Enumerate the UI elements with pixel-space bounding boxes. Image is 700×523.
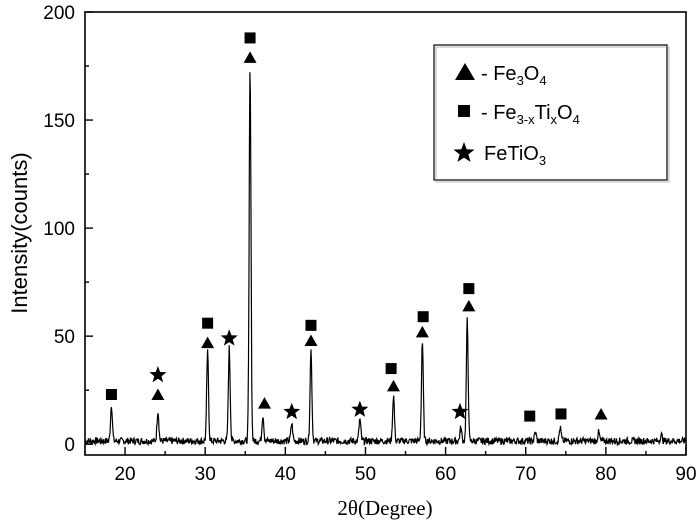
legend-fe3xtixo4-sub1: 3-x xyxy=(517,112,536,127)
y-axis-title: Intensity(counts) xyxy=(7,152,32,313)
tick-labels: 20 30 40 50 60 70 80 90 0 50 100 150 200 xyxy=(43,3,696,485)
legend-star-icon xyxy=(453,142,475,162)
star-marker xyxy=(283,402,301,420)
y-tick-label: 200 xyxy=(43,3,75,24)
triangle-marker xyxy=(201,336,215,349)
star-marker xyxy=(220,329,238,346)
y-tick-label: 50 xyxy=(54,327,75,348)
square-marker xyxy=(524,410,536,422)
legend-square-icon xyxy=(458,105,470,117)
triangle-marker xyxy=(304,334,318,346)
legend: - Fe3O4 - Fe3-xTixO4 FeTiO3 xyxy=(433,44,670,183)
x-tick-label: 60 xyxy=(435,464,456,485)
legend-fe3xtixo4-prefix: - Fe xyxy=(481,102,517,124)
legend-fe3xtixo4-suffix: O xyxy=(557,102,573,124)
legend-fe3o4: - Fe3O4 xyxy=(481,63,547,88)
square-marker xyxy=(417,311,429,323)
triangle-marker xyxy=(387,379,401,392)
legend-triangle-icon xyxy=(455,63,475,80)
square-marker xyxy=(385,363,397,375)
legend-fe3o4-prefix: - Fe xyxy=(481,63,517,85)
plot-area xyxy=(84,11,687,456)
x-tick-label: 40 xyxy=(275,464,296,485)
legend-shadow xyxy=(435,46,670,183)
legend-fe3xtixo4-mid: Ti xyxy=(535,102,551,124)
x-tick-label: 80 xyxy=(595,464,616,485)
triangle-marker xyxy=(257,397,271,409)
triangle-marker xyxy=(243,51,257,63)
x-tick-label: 30 xyxy=(195,464,216,485)
star-marker xyxy=(149,366,167,383)
legend-fe3xtixo4-sub3: 4 xyxy=(573,112,580,127)
star-marker xyxy=(351,400,369,417)
legend-fetio3: FeTiO3 xyxy=(484,143,546,168)
square-marker xyxy=(305,319,317,331)
star-marker xyxy=(451,402,469,420)
y-tick-label: 150 xyxy=(43,111,75,132)
xrd-pattern-line xyxy=(84,72,686,447)
triangle-marker xyxy=(462,299,476,312)
legend-fe3o4-mid: O xyxy=(524,63,540,85)
triangle-marker xyxy=(415,325,429,338)
square-marker xyxy=(463,283,475,295)
square-marker xyxy=(202,317,214,329)
phase-markers xyxy=(105,32,608,422)
x-tick-label: 20 xyxy=(114,464,135,485)
x-tick-label: 90 xyxy=(675,464,696,485)
x-tick-label: 50 xyxy=(355,464,376,485)
legend-fe3o4-sub2: 4 xyxy=(539,73,546,88)
y-tick-label: 0 xyxy=(64,435,75,456)
square-marker xyxy=(244,32,256,44)
plot-frame xyxy=(84,11,687,456)
square-marker xyxy=(105,388,117,400)
triangle-marker xyxy=(594,407,608,420)
legend-fe3o4-sub1: 3 xyxy=(517,73,524,88)
legend-fe3xtixo4-sub2: x xyxy=(551,112,558,127)
x-axis-title: 2θ(Degree) xyxy=(337,496,432,520)
legend-fe3xtixo4: - Fe3-xTixO4 xyxy=(481,102,580,127)
legend-box xyxy=(433,44,668,181)
triangle-marker xyxy=(151,388,165,400)
square-marker xyxy=(555,408,567,420)
x-tick-label: 70 xyxy=(515,464,536,485)
legend-fetio3-sub1: 3 xyxy=(539,153,546,168)
legend-fetio3-prefix: FeTiO xyxy=(484,143,539,165)
y-tick-label: 100 xyxy=(43,219,75,240)
